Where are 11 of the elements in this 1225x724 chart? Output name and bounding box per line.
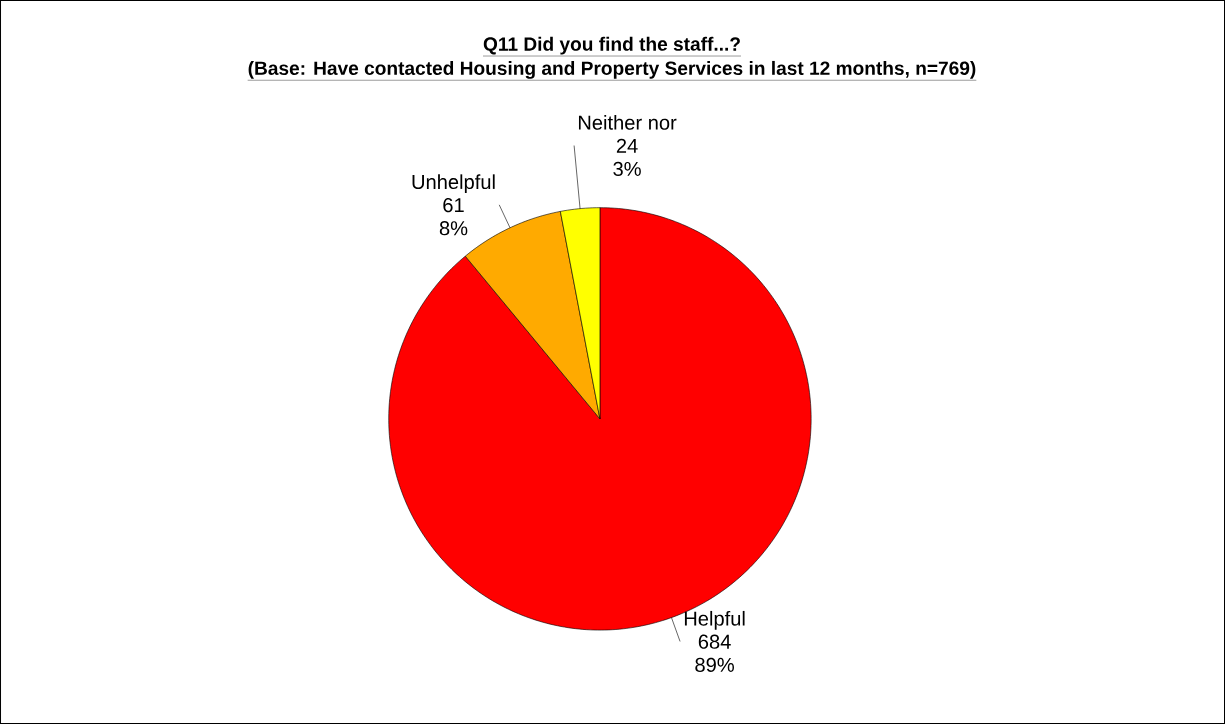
chart-title: Q11 Did you find the staff...? bbox=[483, 36, 740, 55]
slice-label: Neither nor bbox=[578, 114, 677, 130]
text: 24 bbox=[616, 138, 638, 153]
chart-subtitle: (Base: Have contacted Housing and Property Services in last 12 months, n=769) bbox=[248, 60, 976, 79]
data-label: 8% bbox=[439, 221, 468, 236]
slice-label: Helpful bbox=[684, 610, 745, 630]
text: 684 bbox=[698, 634, 731, 649]
text: 61 bbox=[443, 197, 464, 213]
data-label: 89% bbox=[695, 657, 734, 672]
data-label: 3% bbox=[613, 161, 641, 176]
slice-label: Unhelpful bbox=[412, 174, 495, 194]
